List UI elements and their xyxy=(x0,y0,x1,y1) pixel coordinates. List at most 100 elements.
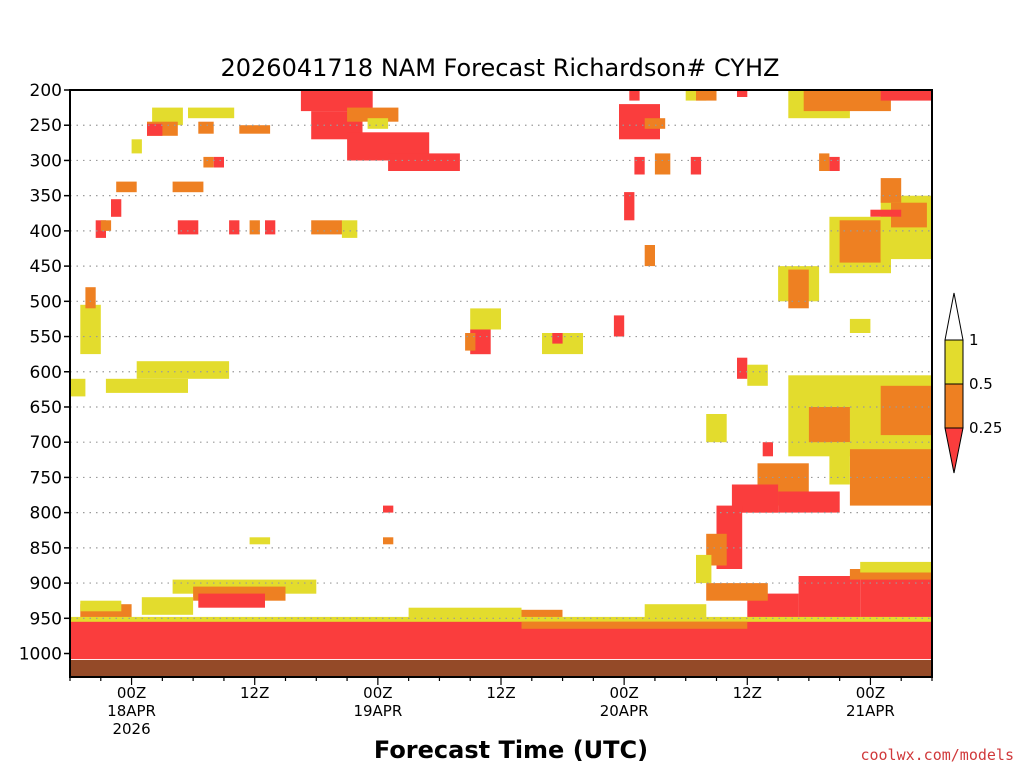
heatmap-cell-high xyxy=(70,616,932,624)
y-tick-label-200: 200 xyxy=(30,81,62,101)
heatmap-cell-mid xyxy=(788,269,809,309)
heatmap-cell-high xyxy=(105,378,188,393)
y-tick-label-1000: 1000 xyxy=(19,645,62,665)
heatmap-cell-high xyxy=(706,414,727,443)
y-tick-label-750: 750 xyxy=(30,468,62,488)
y-tick-label-400: 400 xyxy=(30,222,62,242)
colorbar-label-0-25: 0.25 xyxy=(969,419,1002,437)
heatmap-cell-mid xyxy=(239,125,271,134)
heatmap-cell-mid xyxy=(654,153,671,175)
heatmap-cell-high xyxy=(141,597,194,615)
heatmap-cell-low xyxy=(629,90,640,101)
heatmap-cell-low xyxy=(111,199,122,217)
x-tick-label: 00Z xyxy=(856,684,885,702)
heatmap-cell-low xyxy=(778,491,840,513)
heatmap-cell-low xyxy=(383,505,394,513)
heatmap-cell-high xyxy=(829,442,850,485)
heatmap-cell-mid xyxy=(521,621,748,629)
heatmap-cell-low xyxy=(737,357,748,379)
heatmap-cell-low xyxy=(213,156,224,168)
heatmap-cell-high xyxy=(136,361,230,379)
heatmap-cell-low xyxy=(880,90,932,101)
y-tick-label-650: 650 xyxy=(30,398,62,418)
y-tick-label-450: 450 xyxy=(30,257,62,277)
heatmap-cell-mid xyxy=(347,107,399,122)
heatmap-cell-high xyxy=(80,600,122,612)
heatmap-cell-mid xyxy=(849,569,932,580)
heatmap-cell-high xyxy=(644,604,707,619)
colorbar: 1 0.5 0.25 xyxy=(944,292,1002,474)
heatmap-cell-high xyxy=(70,378,86,397)
heatmap-cell-mid xyxy=(172,181,204,193)
x-tick-label: 2026 xyxy=(112,720,150,738)
credit-text[interactable]: coolwx.com/models xyxy=(860,746,1014,764)
heatmap-cell-mid xyxy=(880,178,902,203)
y-tick-label-350: 350 xyxy=(30,187,62,207)
x-tick-label: 00Z xyxy=(609,684,638,702)
heatmap-cell-high xyxy=(80,304,101,355)
x-tick-label: 21APR xyxy=(846,702,895,720)
chart-title: 2026041718 NAM Forecast Richardson# CYHZ xyxy=(221,54,780,82)
x-tick-label: 12Z xyxy=(240,684,269,702)
pressure-gridlines xyxy=(70,124,932,619)
heatmap-cell-mid xyxy=(465,333,476,351)
heatmap-cell-low xyxy=(552,333,563,344)
heatmap-cell-mid xyxy=(249,220,260,235)
heatmap-cell-high xyxy=(188,107,235,119)
heatmap-cell-high xyxy=(249,537,271,545)
heatmap-cell-mid xyxy=(803,90,891,112)
x-tick-label: 00Z xyxy=(117,684,146,702)
heatmap-cell-mid xyxy=(198,121,214,134)
heatmap-cell-mid xyxy=(839,220,881,263)
heatmap-cell-mid xyxy=(311,220,342,235)
heatmap-cell-mid xyxy=(116,181,137,193)
colorbar-bottom-triangle xyxy=(944,427,964,474)
heatmap-cell-high xyxy=(860,561,932,573)
heatmap-cell-low xyxy=(229,220,240,235)
ground-layer xyxy=(70,660,932,677)
heatmap-cell-low xyxy=(198,593,265,608)
heatmap-cell-low xyxy=(70,621,932,660)
heatmap-cell-mid xyxy=(880,385,932,436)
y-tick-label-700: 700 xyxy=(30,433,62,453)
heatmap-cell-low xyxy=(737,90,748,97)
heatmap-cell-mid xyxy=(203,156,214,168)
x-tick-label: 00Z xyxy=(363,684,392,702)
heatmap-cell-low xyxy=(762,442,773,457)
heatmap-cell-low xyxy=(300,90,373,112)
heatmap-cell-high xyxy=(408,607,522,619)
colorbar-top-triangle xyxy=(944,292,964,341)
heatmap-cell-low xyxy=(634,156,645,175)
heatmap-cell-mid xyxy=(644,245,655,267)
heatmap-cell-mid xyxy=(644,118,666,129)
heatmap-cell-mid xyxy=(819,153,830,171)
heatmap-cell-mid xyxy=(100,220,112,231)
colorbar-mid-bin xyxy=(944,383,964,429)
y-axis: 200 250 300 350 400 450 500 550 600 650 700 750 800 8… xyxy=(19,81,70,665)
y-tick-label-500: 500 xyxy=(30,292,62,312)
heatmap-cell-low xyxy=(265,220,276,235)
heatmap-cell-high xyxy=(367,118,389,129)
heatmap-cell-mid xyxy=(706,583,768,601)
y-tick-label-850: 850 xyxy=(30,539,62,559)
heatmap-cell-low xyxy=(690,156,702,175)
heatmap-cell-low xyxy=(624,192,635,221)
heatmap-cell-low xyxy=(177,220,199,235)
y-tick-label-950: 950 xyxy=(30,609,62,629)
x-tick-label: 18APR xyxy=(107,702,156,720)
heatmap-cell-low xyxy=(388,153,460,171)
heatmap-cell-high xyxy=(685,90,707,101)
y-tick-label-900: 900 xyxy=(30,574,62,594)
y-tick-label-600: 600 xyxy=(30,363,62,383)
heatmap-cell-low xyxy=(613,315,625,337)
heatmap-cell-mid xyxy=(696,90,717,101)
heatmap-cells xyxy=(70,90,932,660)
x-tick-label: 12Z xyxy=(486,684,515,702)
heatmap-cell-mid xyxy=(383,537,394,545)
heatmap-cell-mid xyxy=(808,407,850,443)
y-tick-label-250: 250 xyxy=(30,116,62,136)
heatmap-cell-high xyxy=(131,139,142,154)
heatmap-cell-high xyxy=(747,364,768,386)
